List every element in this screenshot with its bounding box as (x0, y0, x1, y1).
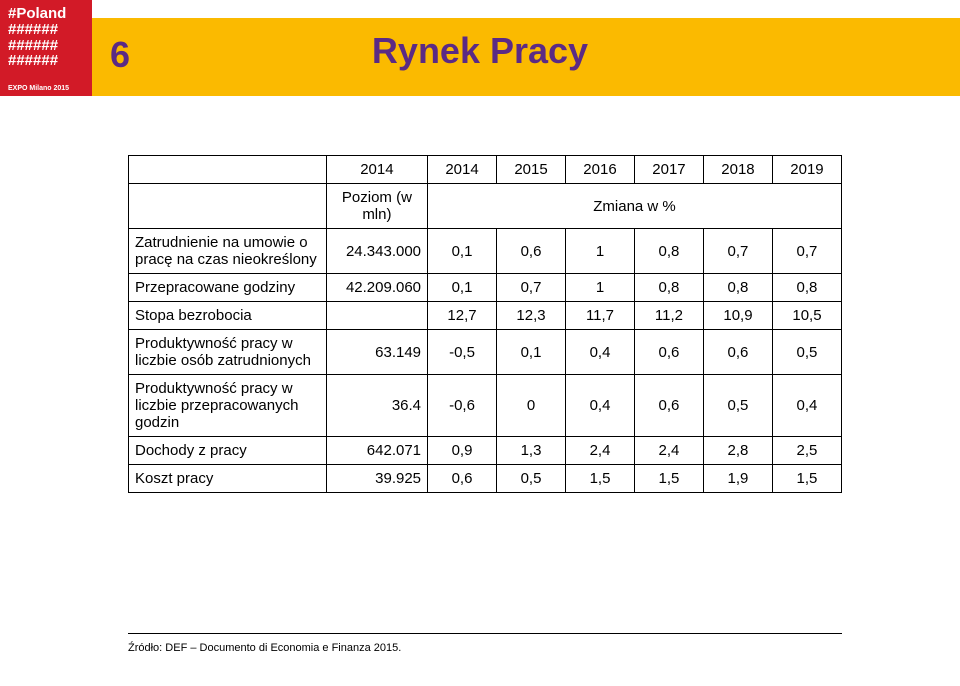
row-label: Stopa bezrobocia (129, 302, 327, 330)
row-value: 12,3 (497, 302, 566, 330)
row-level: 39.925 (326, 465, 427, 493)
row-value: 0,6 (634, 375, 703, 437)
header-blank (129, 156, 327, 184)
row-value: -0,6 (428, 375, 497, 437)
row-label: Zatrudnienie na umowie o pracę na czas n… (129, 229, 327, 274)
col-year: 2014 (428, 156, 497, 184)
poland-expo-logo: #Poland ###### ###### ###### EXPO Milano… (0, 0, 92, 96)
row-label: Produktywność pracy w liczbie osób zatru… (129, 330, 327, 375)
col-year: 2019 (772, 156, 841, 184)
table-row: Koszt pracy39.9250,60,51,51,51,91,5 (129, 465, 842, 493)
row-value: 0,6 (703, 330, 772, 375)
logo-line-1: #Poland (8, 6, 84, 22)
row-value: 10,9 (703, 302, 772, 330)
row-value: 1 (566, 274, 635, 302)
col-year: 2016 (566, 156, 635, 184)
row-level: 24.343.000 (326, 229, 427, 274)
table-row: Przepracowane godziny42.209.0600,10,710,… (129, 274, 842, 302)
row-level: 63.149 (326, 330, 427, 375)
row-level: 36.4 (326, 375, 427, 437)
row-value: 0 (497, 375, 566, 437)
row-value: -0,5 (428, 330, 497, 375)
row-value: 0,8 (634, 229, 703, 274)
col-subheader-right: Zmiana w % (428, 184, 842, 229)
col-year: 2018 (703, 156, 772, 184)
row-value: 1,5 (566, 465, 635, 493)
row-value: 0,8 (634, 274, 703, 302)
table-row: Zatrudnienie na umowie o pracę na czas n… (129, 229, 842, 274)
row-value: 1,3 (497, 437, 566, 465)
table-row: Produktywność pracy w liczbie osób zatru… (129, 330, 842, 375)
row-value: 11,7 (566, 302, 635, 330)
table-header-years: 2014 2014 2015 2016 2017 2018 2019 (129, 156, 842, 184)
row-value: 0,7 (703, 229, 772, 274)
col-year: 2014 (326, 156, 427, 184)
col-year: 2015 (497, 156, 566, 184)
row-value: 0,7 (772, 229, 841, 274)
row-value: 0,6 (634, 330, 703, 375)
logo-hash-row: ###### (8, 38, 84, 54)
row-value: 0,4 (566, 375, 635, 437)
row-value: 0,6 (497, 229, 566, 274)
row-value: 0,4 (566, 330, 635, 375)
row-value: 0,1 (428, 274, 497, 302)
row-value: 2,8 (703, 437, 772, 465)
row-label: Produktywność pracy w liczbie przepracow… (129, 375, 327, 437)
logo-hash-row: ###### (8, 22, 84, 38)
row-value: 0,4 (772, 375, 841, 437)
table-row: Stopa bezrobocia 12,712,311,711,210,910,5 (129, 302, 842, 330)
row-level (326, 302, 427, 330)
logo-subtitle: EXPO Milano 2015 (8, 85, 69, 92)
row-value: 0,5 (772, 330, 841, 375)
row-level: 42.209.060 (326, 274, 427, 302)
table-header-sub: Poziom (w mln) Zmiana w % (129, 184, 842, 229)
row-value: 0,8 (772, 274, 841, 302)
row-value: 10,5 (772, 302, 841, 330)
row-value: 1,5 (634, 465, 703, 493)
footer-rule (128, 633, 842, 634)
source-citation: Źródło: DEF – Documento di Economia e Fi… (128, 642, 401, 654)
row-value: 0,8 (703, 274, 772, 302)
row-value: 12,7 (428, 302, 497, 330)
table-row: Dochody z pracy642.0710,91,32,42,42,82,5 (129, 437, 842, 465)
col-subheader-left: Poziom (w mln) (326, 184, 427, 229)
row-value: 0,1 (497, 330, 566, 375)
row-label: Dochody z pracy (129, 437, 327, 465)
data-table-container: 2014 2014 2015 2016 2017 2018 2019 Pozio… (128, 155, 842, 493)
row-value: 2,4 (634, 437, 703, 465)
row-value: 2,4 (566, 437, 635, 465)
page-title: Rynek Pracy (0, 30, 960, 72)
col-year: 2017 (634, 156, 703, 184)
row-value: 1,9 (703, 465, 772, 493)
table-row: Produktywność pracy w liczbie przepracow… (129, 375, 842, 437)
row-value: 0,5 (497, 465, 566, 493)
row-level: 642.071 (326, 437, 427, 465)
row-value: 0,1 (428, 229, 497, 274)
row-value: 1 (566, 229, 635, 274)
labour-market-table: 2014 2014 2015 2016 2017 2018 2019 Pozio… (128, 155, 842, 493)
logo-hash-row: ###### (8, 53, 84, 69)
row-value: 2,5 (772, 437, 841, 465)
row-value: 0,5 (703, 375, 772, 437)
row-value: 0,7 (497, 274, 566, 302)
row-value: 11,2 (634, 302, 703, 330)
row-label: Przepracowane godziny (129, 274, 327, 302)
header-blank (129, 184, 327, 229)
row-value: 0,9 (428, 437, 497, 465)
row-label: Koszt pracy (129, 465, 327, 493)
row-value: 1,5 (772, 465, 841, 493)
row-value: 0,6 (428, 465, 497, 493)
